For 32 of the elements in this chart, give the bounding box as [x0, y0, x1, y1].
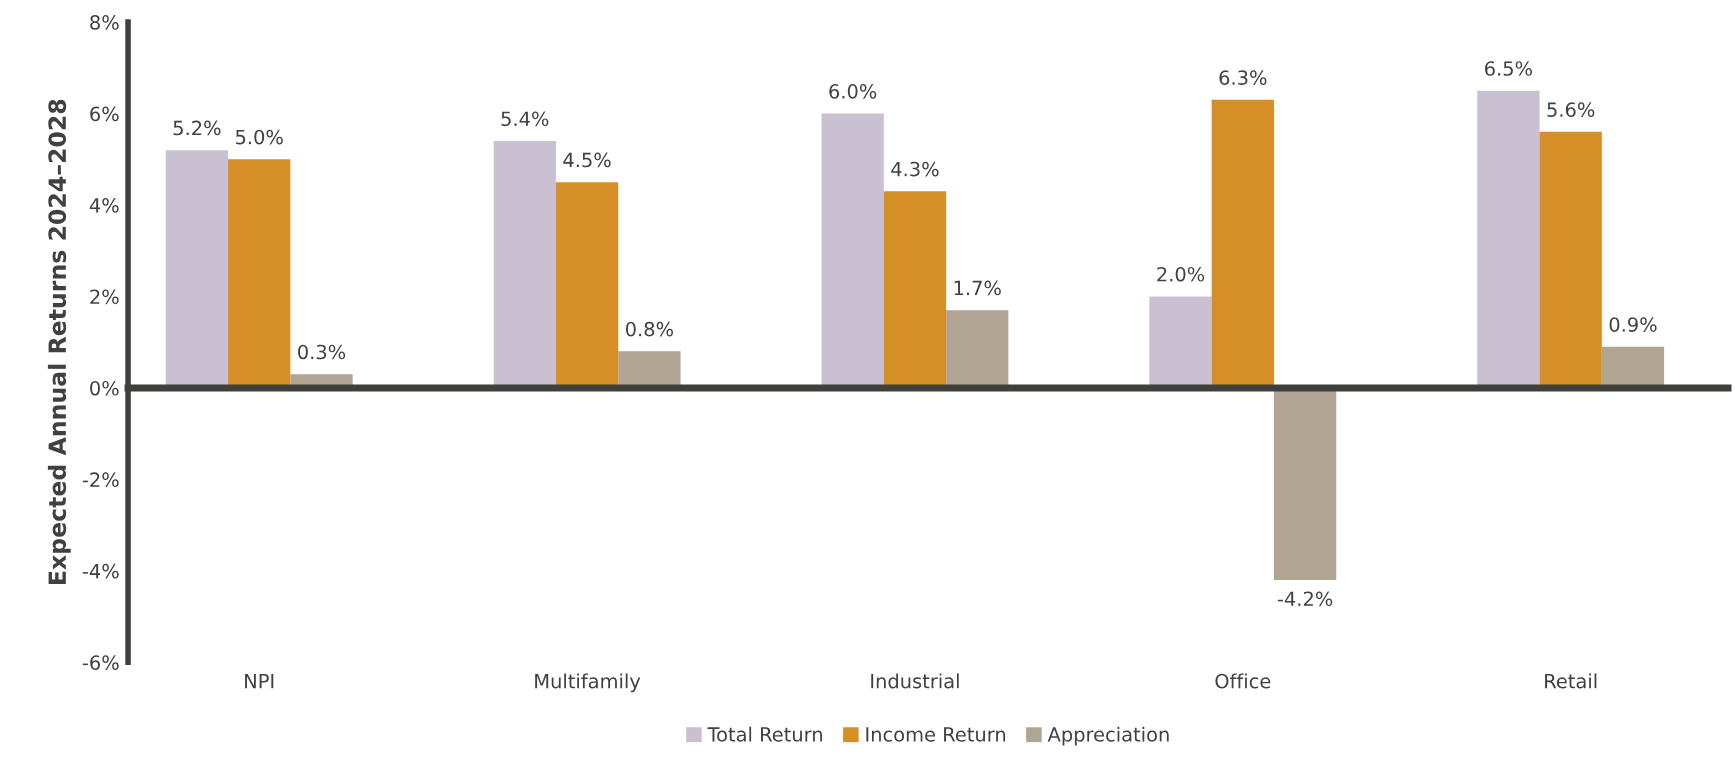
legend-label: Appreciation: [1047, 726, 1169, 746]
data-label: -4.2%: [1277, 591, 1333, 607]
y-tick-label: -6%: [82, 655, 119, 670]
data-label: 0.3%: [298, 344, 346, 360]
data-label: 4.5%: [563, 152, 611, 168]
data-label: 1.7%: [954, 280, 1001, 296]
data-label: 5.2%: [173, 120, 221, 136]
y-tick-label: -4%: [82, 563, 119, 579]
y-tick-label: 6%: [90, 106, 119, 122]
data-label: 6.5%: [1485, 61, 1533, 76]
y-tick-label: 8%: [90, 15, 119, 30]
x-tick-label: Office: [1215, 673, 1271, 689]
data-label: 4.3%: [891, 161, 939, 177]
x-tick-label: Industrial: [871, 673, 959, 689]
data-label: 0.9%: [1609, 317, 1657, 332]
data-label: 5.4%: [501, 111, 549, 127]
data-label: 5.6%: [1547, 102, 1595, 117]
x-tick-label: Retail: [1545, 673, 1597, 689]
data-label: 0.8%: [625, 321, 673, 337]
y-tick-label: 4%: [89, 197, 119, 213]
y-tick-label: -2%: [82, 472, 119, 488]
y-tick-label: 0%: [90, 380, 119, 396]
data-label: 6.3%: [1219, 70, 1267, 85]
x-tick-label: Multifamily: [535, 673, 641, 693]
legend-label: Total Return: [707, 726, 822, 742]
x-tick-label: NPI: [245, 673, 274, 689]
legend-label: Income Return: [866, 727, 1006, 742]
data-label: 6.0%: [829, 83, 877, 99]
data-label: 2.0%: [1157, 266, 1205, 282]
y-axis-title: Expected Annual Returns 2024–2028: [47, 99, 71, 584]
data-label: 5.0%: [235, 129, 283, 145]
y-tick-label: 2%: [90, 289, 119, 305]
